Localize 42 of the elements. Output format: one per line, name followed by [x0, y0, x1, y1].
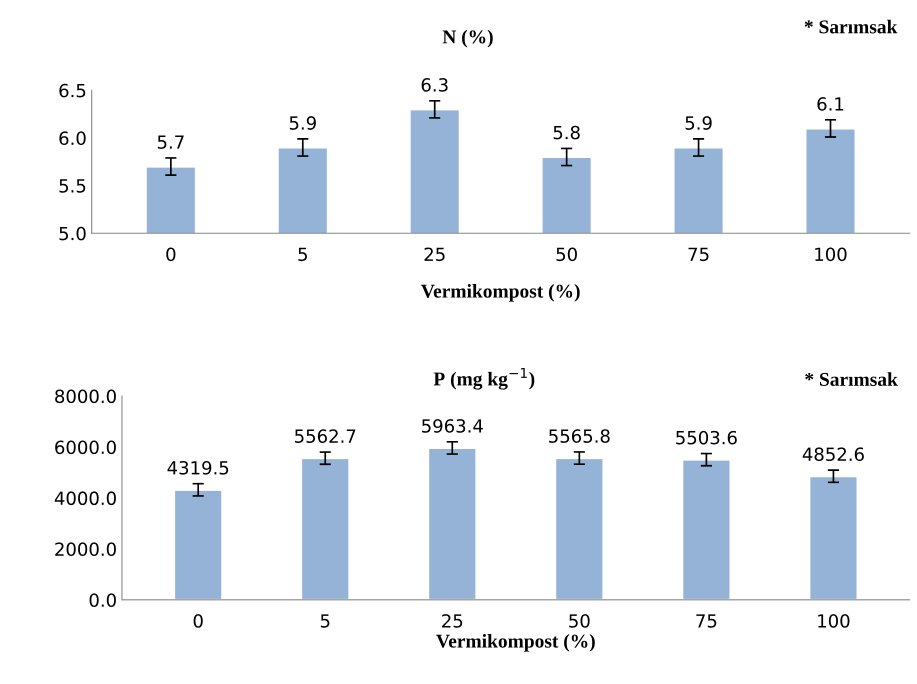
x-tick-label: 5 — [320, 614, 330, 628]
data-label: 5.9 — [290, 116, 316, 130]
y-tick-label: 0.0 — [90, 593, 116, 607]
chart-title: N (%) — [442, 30, 493, 48]
data-label: 5562.7 — [295, 429, 356, 443]
data-label: 5503.6 — [676, 430, 737, 444]
x-axis-title: Vermikompost (%) — [421, 284, 580, 302]
text: * Sarımsak — [804, 20, 898, 34]
data-label: 5.7 — [158, 135, 184, 149]
x-tick-label: 0 — [194, 614, 203, 628]
data-label: 5963.4 — [422, 419, 483, 433]
y-tick-label: 4000.0 — [54, 491, 116, 506]
bar — [173, 488, 224, 600]
text: * Sarımsak — [805, 372, 898, 386]
y-tick-label: 5.5 — [60, 179, 86, 193]
y-tick-label: 6000.0 — [55, 440, 116, 454]
x-tick-label: 50 — [556, 247, 577, 262]
data-label: 6.3 — [422, 78, 448, 92]
data-label: 5565.8 — [549, 429, 610, 443]
x-tick-label: 25 — [442, 614, 462, 628]
y-tick-label: 6.0 — [59, 131, 86, 146]
y-tick-label: 8000.0 — [55, 389, 116, 404]
x-tick-label: 50 — [569, 614, 590, 628]
y-tick-label: 5.0 — [60, 226, 86, 240]
bar — [300, 457, 350, 600]
bar — [808, 475, 859, 600]
data-label: 5.8 — [554, 126, 580, 140]
x-tick-label: 100 — [815, 247, 847, 262]
x-tick-label: 75 — [696, 614, 716, 628]
y-tick-label: 2000.0 — [55, 542, 116, 556]
x-tick-label: 100 — [818, 614, 850, 628]
data-label: 6.1 — [817, 97, 844, 111]
x-tick-label: 5 — [298, 248, 307, 262]
data-label: 4319.5 — [167, 460, 228, 475]
data-label: 5.9 — [686, 116, 712, 130]
chart-title: P (mg kg$^{−1}$) — [434, 368, 534, 390]
x-tick-label: 75 — [688, 248, 708, 262]
y-tick-label: 6.5 — [59, 84, 86, 98]
data-label: 4852.6 — [802, 447, 864, 462]
x-tick-label: 0 — [166, 247, 176, 262]
x-tick-label: 25 — [424, 247, 445, 262]
x-axis-title: Vermikompost (%) — [436, 634, 595, 652]
